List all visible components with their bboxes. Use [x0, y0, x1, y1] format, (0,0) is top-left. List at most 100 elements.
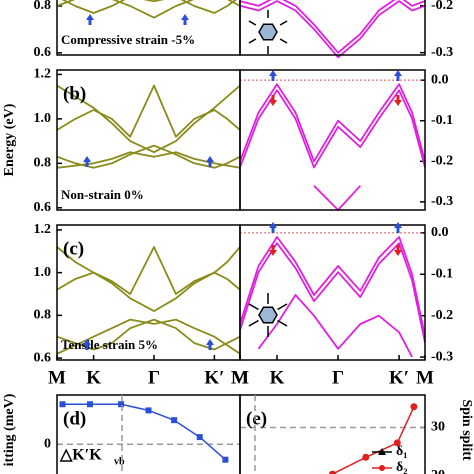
spin-arrow: [83, 339, 91, 350]
legend-label: δ₂: [396, 460, 407, 474]
spin-arrow: [269, 95, 277, 106]
band-line: [56, 318, 241, 355]
band-line: [56, 0, 241, 19]
band-line: [56, 246, 241, 295]
panel-label: (e): [246, 408, 267, 429]
y-tick-label: -0.1: [431, 113, 453, 128]
strain-arrow: [248, 20, 257, 26]
annotation: Tensile strain 5%: [61, 337, 158, 352]
y-tick-label: 1.0: [34, 111, 52, 126]
point: [171, 417, 178, 424]
band-line: [239, 242, 426, 343]
band-line: [239, 0, 426, 54]
y-tick-label: 20: [431, 468, 445, 474]
spin-arrow: [86, 14, 94, 25]
spin-arrow: [394, 70, 402, 81]
band-line: [257, 294, 413, 358]
plot-frame: [239, 394, 426, 474]
y-tick-label: 0.6: [34, 350, 52, 365]
y-tick-label: -0.1: [431, 266, 453, 281]
x-tick-label: K: [86, 367, 101, 388]
point: [329, 470, 336, 474]
y-tick-label: -0.2: [431, 0, 453, 13]
point: [196, 434, 203, 441]
band-line: [313, 185, 361, 211]
point: [145, 407, 152, 414]
y-tick-label: -0.3: [431, 194, 453, 209]
x-tick-label: Γ: [332, 367, 344, 388]
x-tick-label: K: [270, 367, 285, 388]
band-line: [56, 84, 241, 154]
y-axis-label: Spin splitt: [459, 399, 474, 460]
band-line: [61, 0, 237, 14]
annotation: △K′K: [59, 447, 102, 464]
hexagon-icon: [258, 306, 278, 324]
x-tick-label: M: [231, 367, 249, 388]
strain-arrow: [248, 319, 259, 327]
y-tick-label: 1.2: [34, 222, 52, 237]
band-line: [239, 0, 426, 59]
y-tick-label: 0.8: [34, 0, 52, 13]
spin-arrow: [269, 222, 277, 233]
spin-arrow: [206, 156, 214, 167]
plot-frame: [239, 224, 426, 361]
annotation: Compressive strain -5%: [61, 32, 195, 47]
y-axis-label: Energy (eV): [2, 103, 17, 176]
y-axis-label: itting (meV): [2, 393, 17, 466]
hexagon-icon: [258, 23, 278, 41]
y-tick-label: 30: [431, 420, 445, 435]
band-line: [239, 83, 426, 163]
legend-marker: [379, 465, 385, 471]
point: [222, 456, 229, 463]
y-tick-label: 1.0: [34, 265, 52, 280]
annotation: Non-strain 0%: [61, 187, 144, 202]
point: [410, 403, 418, 411]
panel-label: (d): [63, 408, 86, 429]
y-tick-label: 1.2: [34, 67, 52, 82]
y-tick-label: 0.6: [34, 45, 52, 60]
y-tick-label: 0.0: [431, 72, 449, 87]
strain-arrow: [279, 20, 288, 26]
band-line: [56, 84, 241, 138]
y-tick-label: -0.2: [431, 308, 453, 323]
y-tick-label: -0.3: [431, 45, 453, 60]
y-tick-label: 0.8: [34, 156, 52, 171]
x-tick-label: Γ: [148, 367, 160, 388]
x-tick-label: K′: [389, 367, 409, 388]
strain-arrow: [277, 303, 288, 311]
spin-arrow: [269, 245, 277, 256]
spin-arrow: [269, 70, 277, 81]
x-tick-label: K′: [204, 367, 224, 388]
y-tick-label: 0.8: [34, 308, 52, 323]
strain-arrow: [248, 38, 257, 44]
strain-arrow: [277, 319, 288, 327]
plot-frame: [239, 69, 426, 211]
plot-frame: [239, 0, 426, 56]
panel-label: (b): [63, 83, 86, 104]
spin-arrow: [83, 156, 91, 167]
point: [86, 401, 93, 408]
y-tick-label: 0.6: [34, 200, 52, 215]
point: [393, 439, 401, 447]
legend-label: δ₁: [396, 444, 407, 459]
x-tick-label: M: [416, 367, 434, 388]
point: [59, 401, 66, 408]
spin-arrow: [394, 95, 402, 106]
y-tick-label: 0.0: [431, 225, 449, 240]
y-tick-label: -0.3: [431, 349, 453, 364]
y-tick-label: 0: [44, 437, 51, 452]
band-line: [239, 236, 426, 337]
band-line: [56, 246, 241, 312]
point: [362, 453, 370, 461]
x-tick-label: M: [48, 367, 66, 388]
panel-label: (c): [63, 238, 84, 259]
spin-arrow: [394, 222, 402, 233]
point: [118, 401, 125, 408]
y-tick-label: -0.2: [431, 154, 453, 169]
strain-arrow: [279, 38, 288, 44]
spin-arrow: [181, 14, 189, 25]
x-tick-label: M: [231, 367, 249, 388]
band-line: [239, 89, 426, 169]
